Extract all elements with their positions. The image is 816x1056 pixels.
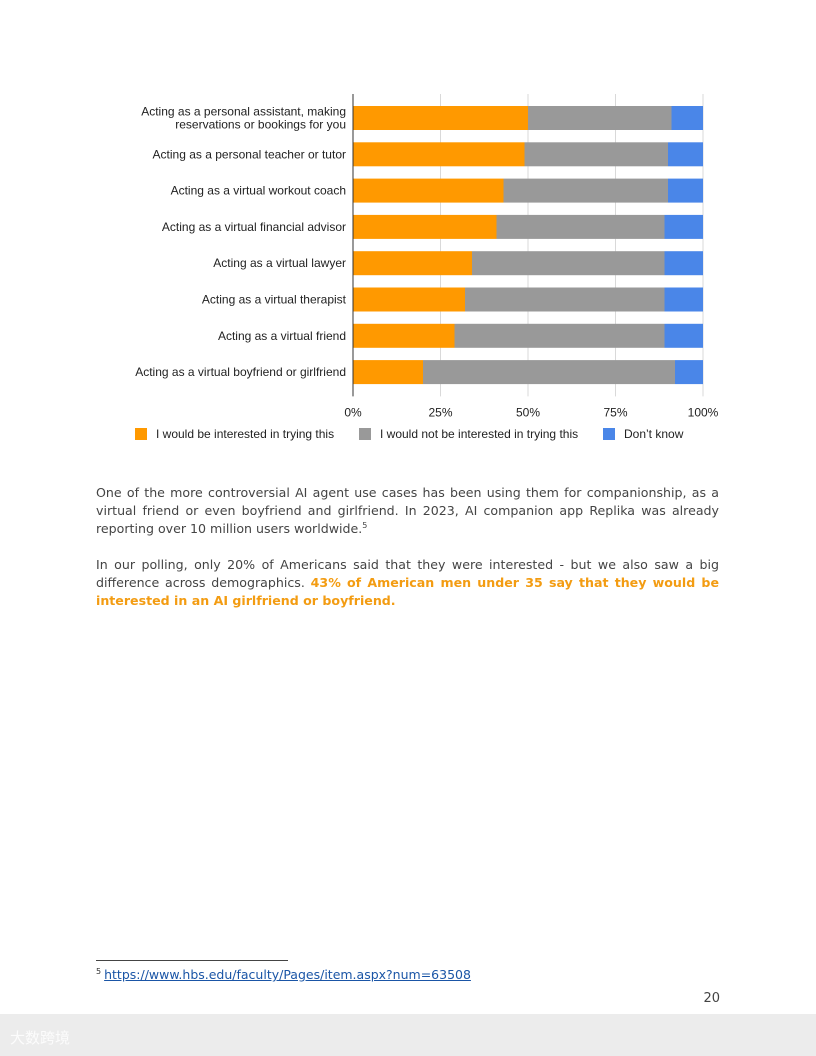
x-tick-label: 75% bbox=[603, 405, 627, 419]
bar-segment bbox=[353, 251, 472, 276]
bar-segment bbox=[503, 178, 668, 203]
x-tick-label: 25% bbox=[428, 405, 452, 419]
bar-segment bbox=[664, 323, 703, 348]
paragraph-polling: In our polling, only 20% of Americans sa… bbox=[96, 556, 719, 610]
category-label: Acting as a personal assistant, making re… bbox=[141, 105, 346, 132]
bar-segment bbox=[472, 251, 665, 276]
bar-segment bbox=[664, 214, 703, 239]
bar-segment bbox=[353, 142, 525, 167]
footnote-ref[interactable]: 5 bbox=[362, 520, 368, 530]
bar-segment bbox=[675, 360, 703, 385]
x-tick-label: 50% bbox=[516, 405, 540, 419]
footnote-link[interactable]: https://www.hbs.edu/faculty/Pages/item.a… bbox=[104, 967, 471, 983]
footnote-divider bbox=[96, 960, 288, 961]
bar-segment bbox=[528, 106, 672, 130]
category-label: Acting as a personal teacher or tutor bbox=[153, 147, 346, 161]
bar-segment bbox=[353, 106, 528, 130]
x-tick-label: 0% bbox=[344, 405, 362, 419]
legend-label: I would be interested in trying this bbox=[156, 427, 334, 441]
bar-segment bbox=[465, 287, 665, 312]
paragraph-companionship-text: One of the more controversial AI agent u… bbox=[96, 485, 719, 536]
bar-segment bbox=[668, 142, 703, 167]
bar-segment bbox=[664, 251, 703, 276]
bar-segment bbox=[671, 106, 703, 130]
legend-label: Don’t know bbox=[624, 427, 684, 441]
category-label: Acting as a virtual friend bbox=[218, 329, 346, 343]
stacked-bar-chart: 0% 25% 50% 75% 100% Acting as a personal assi… bbox=[135, 94, 719, 441]
x-tick-label: 100% bbox=[688, 405, 719, 419]
legend-label: I would not be interested in trying this bbox=[380, 427, 578, 441]
legend-swatch bbox=[359, 428, 371, 440]
bar-segment bbox=[353, 287, 465, 312]
legend-swatch bbox=[603, 428, 615, 440]
bar-segment bbox=[668, 178, 703, 203]
bar-segment bbox=[496, 214, 665, 239]
footnote: 5 https://www.hbs.edu/faculty/Pages/item.… bbox=[96, 967, 471, 982]
footnote-number: 5 bbox=[96, 967, 102, 976]
bar-segment bbox=[664, 287, 703, 312]
page-number: 20 bbox=[703, 991, 720, 1006]
bar-segment bbox=[353, 178, 504, 203]
category-label: Acting as a virtual financial advisor bbox=[162, 220, 346, 234]
watermark-logo: 大数跨境 bbox=[10, 1027, 70, 1048]
bottom-band bbox=[0, 1014, 816, 1056]
bar-segment bbox=[353, 214, 497, 239]
bar-segment bbox=[524, 142, 668, 167]
category-label: Acting as a virtual lawyer bbox=[213, 256, 346, 270]
bar-segment bbox=[454, 323, 665, 348]
category-label: Acting as a virtual therapist bbox=[202, 293, 347, 307]
category-label: Acting as a virtual boyfriend or girlfri… bbox=[135, 365, 346, 379]
category-label: Acting as a virtual workout coach bbox=[171, 184, 346, 198]
paragraph-polling-text: In our polling, only 20% of Americans sa… bbox=[96, 557, 719, 590]
highlight-statistic: 43% of American men under 35 say that th… bbox=[96, 575, 719, 608]
bar-segment bbox=[353, 360, 423, 385]
bar-segment bbox=[353, 323, 455, 348]
paragraph-companionship: One of the more controversial AI agent u… bbox=[96, 484, 719, 538]
watermark-text: 大数跨境 bbox=[10, 1029, 71, 1047]
bar-segment bbox=[423, 360, 675, 385]
legend-swatch bbox=[135, 428, 147, 440]
